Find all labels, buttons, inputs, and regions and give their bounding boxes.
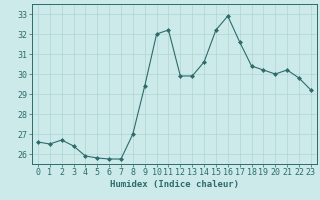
X-axis label: Humidex (Indice chaleur): Humidex (Indice chaleur) [110,180,239,189]
